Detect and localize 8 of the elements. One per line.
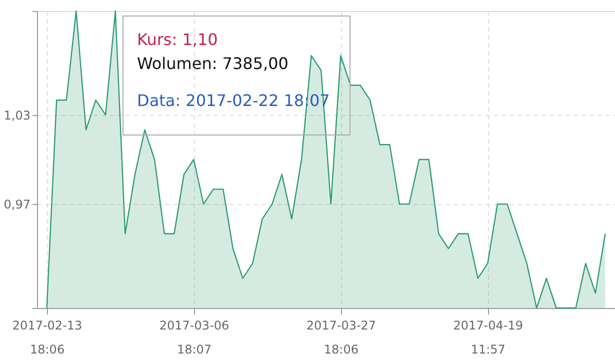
x-tick-label: 2017-02-13 18:06 [12, 318, 82, 356]
y-tick-label: 0,97 [4, 198, 30, 212]
x-tick-label: 2017-03-06 18:07 [159, 318, 230, 356]
x-tick-label: 2017-04-19 11:57 [453, 318, 524, 356]
annotation: Kurs: 1,10 [137, 30, 218, 49]
x-tick-label: 2017-03-27 18:06 [306, 318, 376, 356]
y-tick-label: 1,03 [4, 108, 30, 122]
annotation: Wolumen: 7385,00 [137, 54, 288, 73]
